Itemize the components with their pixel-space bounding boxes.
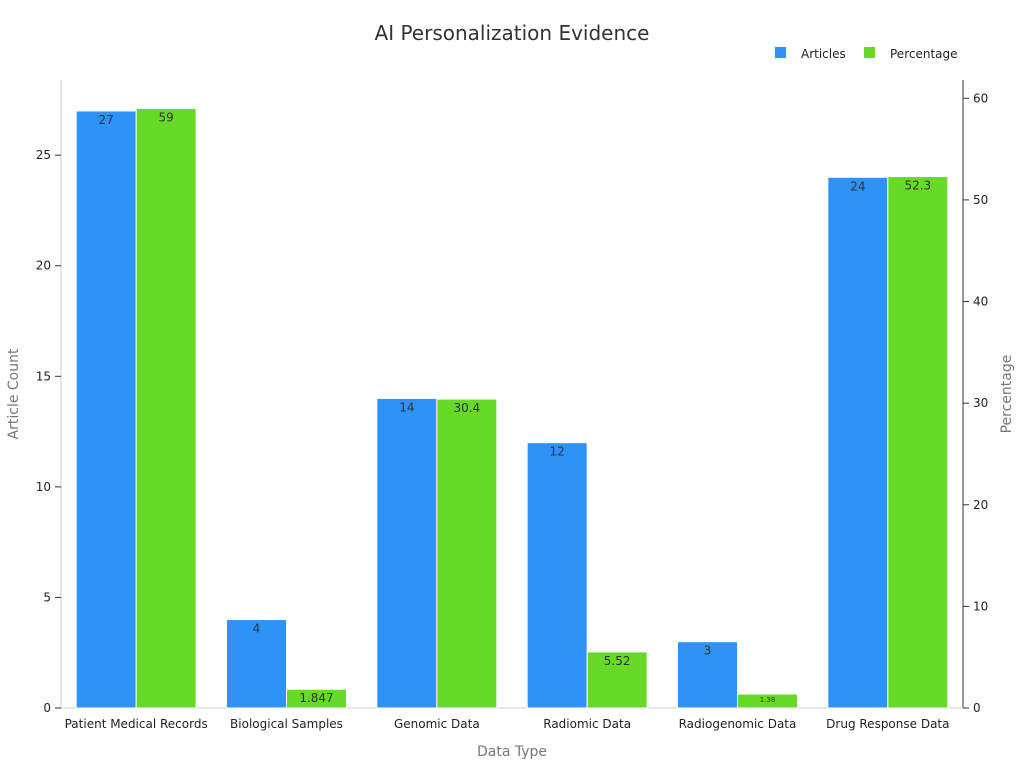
right-tick-label: 0 bbox=[973, 701, 981, 715]
left-tick-label: 5 bbox=[43, 590, 51, 604]
data-label-percentage: 52.3 bbox=[904, 179, 931, 193]
legend-swatch-articles bbox=[775, 47, 786, 58]
right-tick-label: 30 bbox=[973, 396, 988, 410]
data-label-articles: 27 bbox=[99, 113, 114, 127]
bar-articles bbox=[526, 442, 588, 709]
legend-label-percentage: Percentage bbox=[890, 47, 958, 61]
category-label: Biological Samples bbox=[230, 717, 343, 731]
category-label: Drug Response Data bbox=[826, 717, 949, 731]
category-label: Radiomic Data bbox=[543, 717, 631, 731]
legend-swatch-percentage bbox=[864, 47, 875, 58]
bar-percentage bbox=[887, 176, 949, 709]
bar-articles bbox=[75, 110, 137, 709]
data-label-articles: 4 bbox=[253, 622, 261, 636]
category-label: Patient Medical Records bbox=[65, 717, 208, 731]
y2-axis-label: Percentage bbox=[999, 355, 1015, 434]
left-tick-label: 0 bbox=[43, 701, 51, 715]
bar-articles bbox=[677, 641, 738, 709]
bar-articles bbox=[226, 619, 287, 709]
category-label: Genomic Data bbox=[394, 717, 480, 731]
data-label-percentage: 1.38 bbox=[760, 696, 776, 704]
right-tick-label: 50 bbox=[973, 193, 988, 207]
right-tick-label: 10 bbox=[973, 599, 988, 613]
chart-title: AI Personalization Evidence bbox=[375, 21, 650, 45]
data-label-percentage: 5.52 bbox=[604, 654, 631, 668]
right-tick-label: 20 bbox=[973, 498, 988, 512]
left-tick-label: 25 bbox=[36, 148, 51, 162]
data-label-articles: 14 bbox=[399, 400, 414, 414]
right-tick-label: 60 bbox=[973, 91, 988, 105]
data-label-articles: 3 bbox=[704, 644, 712, 658]
y-axis-label: Article Count bbox=[6, 348, 22, 439]
data-label-percentage: 59 bbox=[159, 110, 174, 124]
bar-percentage bbox=[286, 688, 347, 709]
legend-label-articles: Articles bbox=[801, 47, 846, 61]
left-axis-ticks: 0 5 10 15 20 25 bbox=[36, 148, 61, 715]
right-tick-label: 40 bbox=[973, 295, 988, 309]
data-label-percentage: 1.847 bbox=[299, 691, 333, 705]
legend: Articles Percentage bbox=[775, 47, 958, 61]
right-axis-ticks: 0 10 20 30 40 50 60 bbox=[963, 91, 988, 715]
bar-articles bbox=[376, 397, 438, 709]
data-label-percentage: 30.4 bbox=[453, 401, 480, 415]
left-tick-label: 15 bbox=[36, 369, 51, 383]
left-tick-label: 10 bbox=[36, 480, 51, 494]
bar-percentage bbox=[586, 651, 648, 709]
category-labels: Patient Medical Records Biological Sample… bbox=[65, 717, 950, 731]
x-axis-label: Data Type bbox=[477, 744, 547, 760]
bars: 27 59 4 1.847 14 30.4 12 5.52 3 1.38 24 52.3 bbox=[75, 107, 949, 709]
data-label-articles: 24 bbox=[850, 179, 865, 193]
bar-articles bbox=[827, 176, 889, 709]
bar-percentage bbox=[135, 107, 197, 709]
left-tick-label: 20 bbox=[36, 259, 51, 273]
bar-percentage bbox=[737, 693, 798, 709]
data-label-articles: 12 bbox=[550, 445, 565, 459]
bar-percentage bbox=[436, 398, 498, 709]
category-label: Radiogenomic Data bbox=[679, 717, 797, 731]
